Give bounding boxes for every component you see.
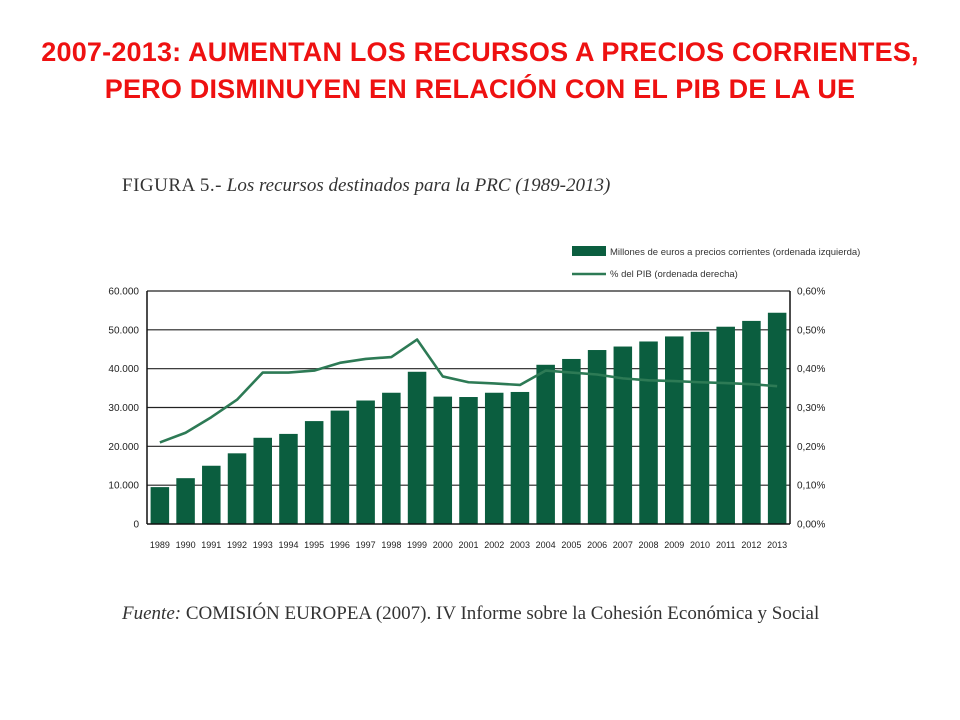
- y-right-tick-label: 0,50%: [797, 325, 825, 336]
- x-tick-label-2011: 2011: [716, 540, 735, 550]
- x-axis: 1989 1990 1991 1992 1993 1994 1995 1996 1997 1998…: [150, 540, 787, 550]
- bar-2001: [459, 397, 478, 524]
- pct-pib-line: [159, 338, 778, 444]
- bar-2004: [536, 364, 555, 524]
- bar-2008: [639, 341, 658, 524]
- x-tick-label-1990: 1990: [176, 540, 196, 550]
- bar-2006: [587, 350, 607, 524]
- chart-legend: Millones de euros a precios corrientes (…: [572, 246, 860, 280]
- x-tick-label-2002: 2002: [484, 540, 504, 550]
- x-tick-label-2012: 2012: [741, 540, 761, 550]
- y-axis-right: 0,00% 0,10% 0,20% 0,30% 0,40% 0,50% 0,60%: [797, 287, 825, 531]
- x-tick-label-2009: 2009: [664, 540, 684, 550]
- x-tick-label-2006: 2006: [587, 540, 607, 550]
- bar-2011: [716, 326, 735, 524]
- x-tick-label-2007: 2007: [613, 540, 633, 550]
- y-left-tick-label: 30.000: [108, 403, 139, 414]
- figure-caption-text: Los recursos destinados para la PRC (198…: [226, 175, 611, 196]
- x-tick-label-1998: 1998: [381, 540, 401, 550]
- x-tick-label-2008: 2008: [639, 540, 659, 550]
- x-tick-label-2010: 2010: [690, 540, 710, 550]
- x-tick-label-1991: 1991: [201, 540, 221, 550]
- x-tick-label-1994: 1994: [278, 540, 298, 550]
- x-tick-label-1996: 1996: [330, 540, 350, 550]
- bar-1998: [382, 392, 401, 524]
- x-tick-label-1997: 1997: [356, 540, 376, 550]
- y-left-tick-label: 60.000: [108, 287, 139, 298]
- figure-caption: FIGURA 5.- Los recursos destinados para …: [122, 175, 610, 197]
- y-left-tick-label: 0: [133, 520, 139, 531]
- x-tick-label-1989: 1989: [150, 540, 170, 550]
- y-right-tick-label: 0,60%: [797, 287, 825, 298]
- y-left-tick-label: 10.000: [108, 481, 139, 492]
- source-text: COMISIÓN EUROPEA (2007). IV Informe sobr…: [185, 603, 820, 624]
- bar-1992: [227, 453, 247, 524]
- bar-1997: [356, 400, 375, 524]
- bar-2012: [742, 320, 761, 524]
- y-right-tick-label: 0,30%: [797, 403, 825, 414]
- bar-2000: [433, 396, 453, 524]
- chart-bars: [150, 312, 787, 524]
- x-tick-label-1995: 1995: [304, 540, 324, 550]
- x-tick-label-2000: 2000: [433, 540, 453, 550]
- slide-title: 2007-2013: AUMENTAN LOS RECURSOS A PRECI…: [41, 37, 919, 104]
- source-note: Fuente: COMISIÓN EUROPEA (2007). IV Info…: [122, 601, 842, 626]
- bar-1989: [150, 487, 170, 524]
- bar-1995: [304, 421, 324, 524]
- x-tick-label-1992: 1992: [227, 540, 247, 550]
- x-tick-label-2001: 2001: [458, 540, 478, 550]
- x-tick-label-2003: 2003: [510, 540, 530, 550]
- bar-1994: [279, 433, 298, 524]
- chart-line: [159, 338, 778, 444]
- bar-2002: [484, 392, 504, 524]
- x-tick-label-2013: 2013: [767, 540, 787, 550]
- x-tick-label-2004: 2004: [536, 540, 556, 550]
- x-tick-label-1993: 1993: [253, 540, 273, 550]
- bar-1999: [407, 371, 427, 524]
- y-right-tick-label: 0,20%: [797, 442, 825, 453]
- y-right-tick-label: 0,40%: [797, 364, 825, 375]
- y-right-tick-label: 0,00%: [797, 520, 825, 531]
- bar-1991: [202, 465, 221, 524]
- x-tick-label-2005: 2005: [561, 540, 581, 550]
- bar-1993: [253, 437, 272, 524]
- legend-bar-label: Millones de euros a precios corrientes (…: [610, 247, 860, 258]
- bar-2003: [510, 391, 530, 524]
- source-label: Fuente:: [122, 603, 182, 624]
- bar-2010: [690, 331, 710, 524]
- x-tick-label-1999: 1999: [407, 540, 427, 550]
- chart-frame: [146, 291, 791, 525]
- bar-2013: [767, 312, 787, 524]
- y-right-tick-label: 0,10%: [797, 481, 825, 492]
- legend-bar-swatch: [572, 246, 606, 256]
- bar-2009: [665, 336, 684, 524]
- bar-2007: [613, 346, 633, 524]
- legend-line-label: % del PIB (ordenada derecha): [610, 269, 738, 280]
- y-left-tick-label: 50.000: [108, 325, 139, 336]
- y-axis-left: 0 10.000 20.000 30.000 40.000 50.000 60.000: [108, 287, 139, 531]
- bar-2005: [562, 358, 581, 524]
- figure-label: FIGURA 5.-: [122, 175, 223, 196]
- bar-1990: [176, 478, 195, 524]
- y-left-tick-label: 40.000: [108, 364, 139, 375]
- y-left-tick-label: 20.000: [108, 442, 139, 453]
- bar-1996: [330, 410, 350, 524]
